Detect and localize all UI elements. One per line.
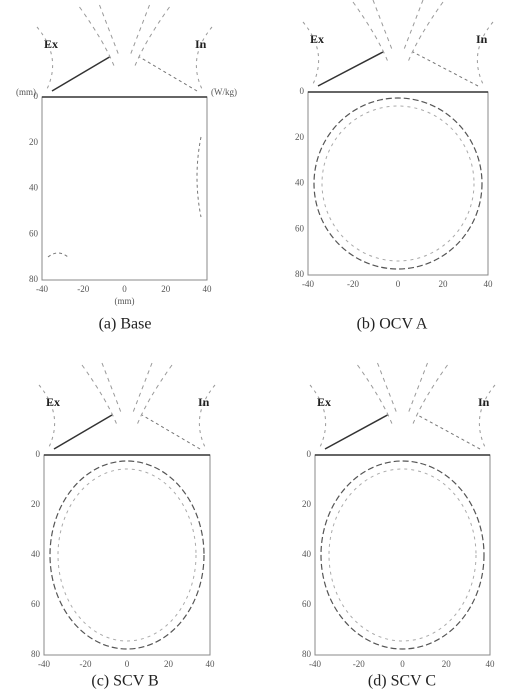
frame [314, 454, 491, 656]
x-tick-label: 0 [400, 659, 405, 669]
valve-sketch [309, 384, 496, 448]
y-tick-label: 60 [29, 228, 39, 238]
x-tick-label: 40 [206, 659, 216, 669]
y-tick-label: 20 [31, 499, 41, 509]
x-unit: (mm) [115, 296, 135, 306]
caption: (b) OCV A [357, 316, 428, 333]
x-tick-label: 0 [396, 279, 401, 289]
x-tick-label: 40 [203, 284, 213, 294]
ex-label: Ex [310, 32, 324, 46]
contour [313, 97, 483, 270]
port-line [412, 51, 479, 87]
caption: (c) SCV B [91, 673, 158, 690]
x-tick-label: -20 [347, 279, 359, 289]
y-tick-label: 40 [295, 178, 305, 188]
panel: Ex In 0 20 40 60 80-40 -20 0 20 40 (mm) (mm) (W/kg) (a… [16, 4, 237, 333]
contour [321, 105, 475, 262]
y-tick-label: 0 [300, 86, 305, 96]
x-tick-label: -40 [38, 659, 50, 669]
ex-label: Ex [317, 395, 331, 409]
contour [47, 136, 202, 258]
x-tick-label: -20 [80, 659, 92, 669]
x-tick-label: 20 [161, 284, 171, 294]
port-line [141, 414, 201, 450]
port-line [324, 414, 388, 450]
valve-sketch [302, 21, 494, 85]
panel: Ex In 0 20 40 60 80-40 -20 0 20 40 (c) SCV B [31, 362, 216, 690]
x-tick-label: 20 [442, 659, 452, 669]
in-label: In [476, 32, 488, 46]
x-tick-label: 0 [122, 284, 127, 294]
legend-unit: (W/kg) [211, 87, 237, 97]
y-tick-label: 60 [302, 599, 312, 609]
x-tick-label: -40 [36, 284, 48, 294]
panel: Ex In 0 20 40 60 80-40 -20 0 20 40 (d) SCV C [302, 362, 496, 690]
x-tick-label: -20 [353, 659, 365, 669]
y-tick-label: 0 [34, 91, 39, 101]
y-tick-label: 20 [295, 132, 305, 142]
x-tick-label: 20 [439, 279, 449, 289]
contour [49, 460, 205, 650]
y-tick-label: 0 [36, 449, 41, 459]
port-line [139, 56, 198, 92]
port-line [53, 414, 113, 450]
port-line [317, 51, 384, 87]
contour [57, 468, 197, 642]
y-tick-label: 80 [302, 649, 312, 659]
y-tick-label: 60 [295, 223, 305, 233]
panel: Ex In 0 20 40 60 80-40 -20 0 20 40 (b) OCV A [295, 0, 494, 333]
x-tick-label: -40 [309, 659, 321, 669]
y-unit: (mm) [16, 87, 36, 97]
frame [41, 96, 208, 281]
y-tick-label: 40 [302, 549, 312, 559]
in-label: In [478, 395, 490, 409]
x-tick-label: 40 [486, 659, 496, 669]
caption: (d) SCV C [368, 673, 436, 690]
x-tick-label: -20 [77, 284, 89, 294]
valve-sketch [352, 0, 444, 63]
valve-sketch [38, 384, 216, 448]
valve-sketch [357, 362, 448, 426]
y-tick-label: 80 [31, 649, 41, 659]
x-tick-label: -40 [302, 279, 314, 289]
contour [328, 468, 477, 642]
port-line [417, 414, 481, 450]
caption: (a) Base [99, 316, 152, 333]
valve-sketch [81, 362, 173, 426]
y-tick-label: 0 [307, 449, 312, 459]
frame [307, 91, 489, 276]
ex-label: Ex [44, 37, 58, 51]
y-tick-label: 80 [29, 274, 39, 284]
x-tick-label: 40 [484, 279, 494, 289]
frame [43, 454, 211, 656]
in-label: In [198, 395, 210, 409]
y-tick-label: 40 [31, 549, 41, 559]
y-tick-label: 20 [302, 499, 312, 509]
valve-sketch [79, 4, 170, 68]
x-tick-label: 20 [164, 659, 174, 669]
x-tick-label: 0 [125, 659, 130, 669]
contour [320, 460, 485, 650]
valve-sketch [36, 26, 213, 90]
in-label: In [195, 37, 207, 51]
y-tick-label: 80 [295, 269, 305, 279]
ex-label: Ex [46, 395, 60, 409]
y-tick-label: 40 [29, 183, 39, 193]
y-tick-label: 20 [29, 137, 39, 147]
y-tick-label: 60 [31, 599, 41, 609]
port-line [51, 56, 110, 92]
